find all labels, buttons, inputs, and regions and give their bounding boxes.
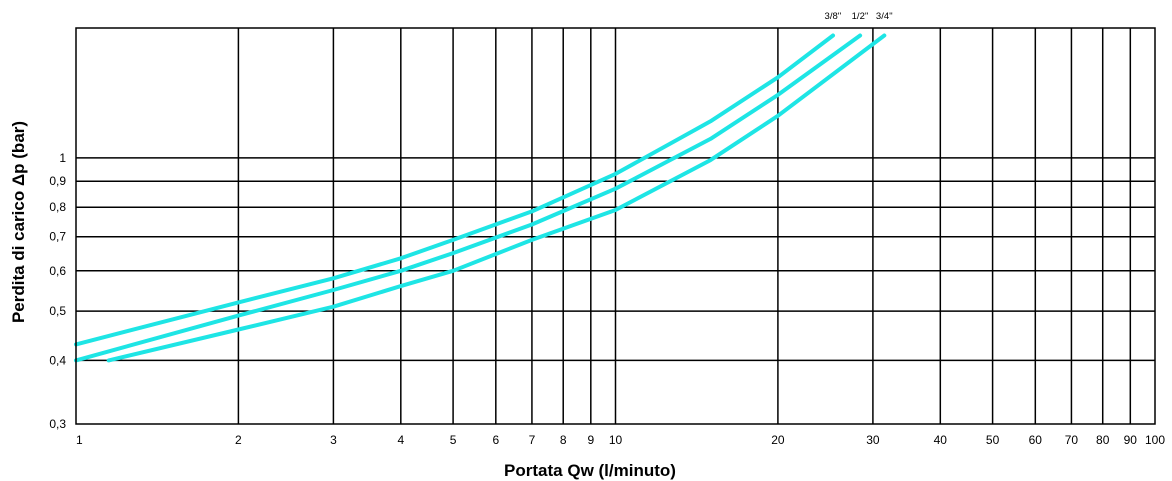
x-tick-label: 50	[986, 433, 1000, 447]
y-axis-label: Perdita di carico Δp (bar)	[9, 121, 28, 323]
y-tick-label: 0,7	[49, 230, 66, 244]
x-tick-label: 5	[450, 433, 457, 447]
y-tick-label: 0,5	[49, 304, 66, 318]
series-line-1	[74, 33, 835, 347]
x-tick-label: 2	[235, 433, 242, 447]
plot-frame	[75, 27, 1156, 425]
x-tick-label: 4	[397, 433, 404, 447]
y-tick-label: 0,6	[49, 264, 66, 278]
x-tick-label: 70	[1065, 433, 1079, 447]
series-labels: 3/8'' 1/2'' 3/4''	[825, 11, 893, 22]
y-tick-label: 1	[59, 151, 66, 165]
y-tick-label: 0,3	[49, 417, 66, 431]
x-tick-label: 9	[587, 433, 594, 447]
y-tick-labels: 0,3 0,4 0,5 0,6 0,7 0,8 0,9 1	[49, 151, 66, 431]
y-tick-label: 0,4	[49, 353, 66, 367]
x-tick-label: 6	[492, 433, 499, 447]
series-line-2	[74, 33, 863, 363]
x-tick-label: 10	[609, 433, 623, 447]
y-tick-label: 0,9	[49, 174, 66, 188]
x-tick-label: 8	[560, 433, 567, 447]
x-tick-label: 1	[76, 433, 83, 447]
x-axis-label: Portata Qw (l/minuto)	[504, 461, 676, 480]
x-tick-label: 7	[529, 433, 536, 447]
x-tick-label: 40	[934, 433, 948, 447]
series-label-3: 3/4''	[876, 11, 893, 22]
x-tick-label: 60	[1029, 433, 1043, 447]
series-label-1: 3/8''	[825, 11, 842, 22]
x-tick-label: 3	[330, 433, 337, 447]
series-label-2: 1/2''	[852, 11, 869, 22]
series-lines	[74, 33, 887, 363]
x-tick-label: 30	[866, 433, 880, 447]
x-tick-label: 100	[1145, 433, 1165, 447]
x-tick-label: 20	[771, 433, 785, 447]
y-tick-label: 0,8	[49, 200, 66, 214]
x-tick-label: 80	[1096, 433, 1110, 447]
vertical-gridlines	[237, 28, 1132, 424]
x-tick-label: 90	[1124, 433, 1138, 447]
x-tick-labels: 1 2 3 4 5 6 7 8 9 10 20 30 40 50 60 70 80 90 100	[76, 433, 1165, 447]
series-line-3	[106, 33, 887, 363]
